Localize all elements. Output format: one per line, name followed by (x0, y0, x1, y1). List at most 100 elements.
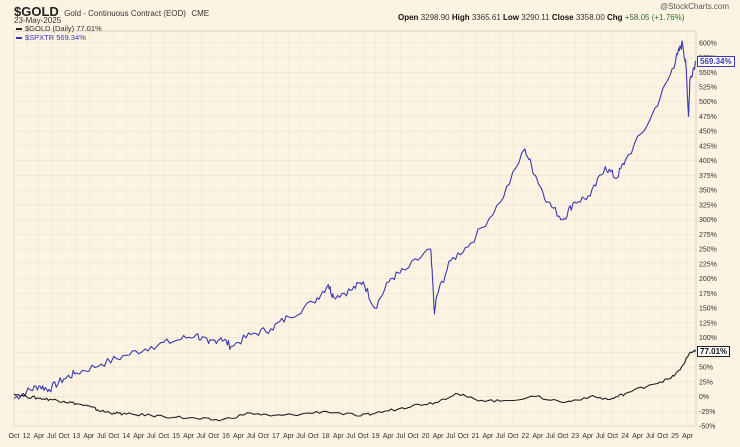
y-tick-label: 0% (699, 394, 709, 401)
x-tick-label: Apr (133, 433, 145, 440)
y-tick-label: 250% (699, 247, 717, 254)
y-tick-label: 450% (699, 129, 717, 136)
legend-swatch-spxtr (16, 36, 22, 39)
x-tick-label: Oct (507, 433, 518, 440)
legend-swatch-gold (16, 27, 22, 30)
x-tick-label: Oct (557, 433, 568, 440)
x-tick-label: Oct (258, 433, 269, 440)
y-tick-label: 550% (699, 70, 717, 77)
y-tick-label: 200% (699, 276, 717, 283)
y-tick-label: 225% (699, 261, 717, 268)
x-tick-label: Jul (97, 433, 106, 440)
x-tick-label: Apr (33, 433, 45, 440)
x-tick-label: Oct (108, 433, 119, 440)
x-tick-label: Oct (308, 433, 319, 440)
y-tick-label: 375% (699, 173, 717, 180)
y-tick-label: 475% (699, 114, 717, 121)
y-tick-label: 150% (699, 306, 717, 313)
y-tick-label: 425% (699, 143, 717, 150)
legend-label-spxtr: $SPXTR 569.34% (25, 33, 86, 42)
x-tick-label: Jul (197, 433, 206, 440)
series-line-gold (13, 349, 697, 422)
x-tick-label: Apr (83, 433, 95, 440)
y-tick-label: 600% (699, 40, 717, 47)
y-tick-label: 275% (699, 232, 717, 239)
chart-grid (13, 30, 697, 427)
x-tick-label: 16 (222, 433, 230, 440)
y-tick-label: 325% (699, 202, 717, 209)
x-tick-label: Oct (657, 433, 668, 440)
x-tick-label: 20 (422, 433, 430, 440)
legend-label-gold: $GOLD (Daily) 77.01% (25, 24, 102, 33)
legend-item-spxtr: $SPXTR 569.34% (16, 33, 102, 42)
x-tick-label: 13 (72, 433, 80, 440)
x-tick-label: Jul (296, 433, 305, 440)
y-tick-label: -50% (699, 424, 715, 431)
chart-date: 23-May-2025 (14, 16, 62, 25)
x-tick-label: Apr (582, 433, 594, 440)
x-tick-label: 12 (23, 433, 31, 440)
legend: $GOLD (Daily) 77.01% $SPXTR 569.34% (16, 24, 102, 42)
x-tick-label: Apr (433, 433, 445, 440)
x-tick-label: Apr (333, 433, 345, 440)
y-tick-label: 350% (699, 188, 717, 195)
x-tick-label: Apr (233, 433, 245, 440)
y-tick-label: 125% (699, 320, 717, 327)
y-tick-label: -25% (699, 409, 715, 416)
x-tick-label: 17 (272, 433, 280, 440)
x-tick-label: Jul (396, 433, 405, 440)
x-tick-label: Jul (47, 433, 56, 440)
x-tick-label: Apr (283, 433, 295, 440)
close-value: 3358.00 (575, 13, 605, 22)
series-line-spxtr (13, 40, 697, 400)
y-tick-label: 525% (699, 85, 717, 92)
low-value: 3290.11 (521, 13, 550, 22)
x-tick-label: Oct (358, 433, 369, 440)
gold-last-value-badge: 77.01% (697, 346, 731, 358)
y-tick-label: 175% (699, 291, 717, 298)
x-tick-label: Jul (147, 433, 156, 440)
x-tick-label: 15 (172, 433, 180, 440)
x-tick-label: Oct (158, 433, 169, 440)
high-label: High (451, 13, 470, 22)
y-tick-label: 100% (699, 335, 717, 342)
x-tick-label: Jul (346, 433, 355, 440)
exchange-label: CME (191, 9, 210, 18)
y-axis: -50%-25%0%25%50%75%100%125%150%175%200%2… (699, 40, 717, 430)
low-label: Low (503, 13, 520, 22)
x-tick-label: Oct (607, 433, 618, 440)
x-tick-label: 14 (122, 433, 130, 440)
chg-value: +58.05 (+1.76%) (624, 13, 685, 22)
x-tick-label: Jul (646, 433, 655, 440)
ohlc-readout: Open 3298.90 High 3365.61 Low 3290.11 Cl… (398, 13, 684, 22)
x-tick-label: Apr (532, 433, 544, 440)
x-tick-label: Jul (247, 433, 256, 440)
legend-item-gold: $GOLD (Daily) 77.01% (16, 24, 102, 33)
y-tick-label: 500% (699, 99, 717, 106)
x-tick-label: Apr (483, 433, 495, 440)
x-tick-label: 19 (372, 433, 380, 440)
x-tick-label: Oct (408, 433, 419, 440)
chart-title: $GOLD Gold - Continuous Contract (EOD) C… (14, 4, 209, 19)
y-tick-label: 25% (699, 379, 713, 386)
description-label: Gold - Continuous Contract (EOD) (64, 9, 186, 18)
x-tick-label: Apr (183, 433, 195, 440)
close-label: Close (551, 13, 574, 22)
x-tick-label: 24 (621, 433, 629, 440)
open-label: Open (398, 13, 419, 22)
x-tick-label: Jul (496, 433, 505, 440)
chg-label: Chg (607, 13, 623, 22)
x-tick-label: Jul (546, 433, 555, 440)
x-tick-label: Jul (446, 433, 455, 440)
y-tick-label: 400% (699, 158, 717, 165)
series-layer (13, 40, 697, 422)
stockcharts-credit: @StockCharts.com (660, 2, 730, 11)
x-tick-label: 22 (521, 433, 529, 440)
x-tick-label: Jul (596, 433, 605, 440)
x-tick-label: 21 (472, 433, 480, 440)
x-tick-label: 18 (322, 433, 330, 440)
x-tick-label: Oct (9, 433, 20, 440)
symbol-label: $GOLD (14, 4, 59, 19)
y-tick-label: 300% (699, 217, 717, 224)
